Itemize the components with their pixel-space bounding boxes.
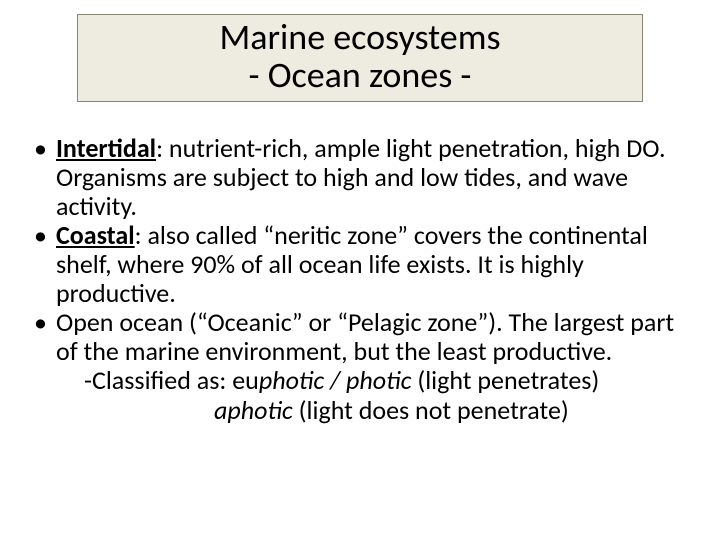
subclass-line-2: aphotic (light does not penetrate) (214, 396, 692, 425)
bullet-open-ocean: Open ocean (“Oceanic” or “Pelagic zone”)… (28, 308, 692, 366)
text-coastal: : also called “neritic zone” covers the … (56, 219, 648, 309)
title-box: Marine ecosystems - Ocean zones - (77, 14, 643, 102)
bullet-intertidal: Intertidal: nutrient-rich, ample light p… (28, 134, 692, 221)
subclass-suffix-1: (light penetrates) (417, 364, 599, 396)
bullet-list: Intertidal: nutrient-rich, ample light p… (28, 134, 692, 367)
term-intertidal: Intertidal (56, 132, 156, 164)
text-open-ocean: Open ocean (“Oceanic” or “Pelagic zone”)… (56, 306, 674, 367)
slide: Marine ecosystems - Ocean zones - Intert… (0, 0, 720, 540)
subclass-italic-1: photic / photic (259, 364, 417, 396)
title-line-2: - Ocean zones - (88, 57, 632, 95)
term-coastal: Coastal (56, 219, 135, 251)
bullet-coastal: Coastal: also called “neritic zone” cove… (28, 221, 692, 308)
subclass-suffix-2: (light does not penetrate) (299, 394, 569, 426)
title-line-1: Marine ecosystems (88, 19, 632, 57)
subclass-prefix: -Classified as: eu (84, 364, 259, 396)
content-body: Intertidal: nutrient-rich, ample light p… (24, 134, 696, 425)
subclass-italic-2: aphotic (214, 394, 299, 426)
subclass-line-1: -Classified as: euphotic / photic (light… (84, 366, 692, 395)
